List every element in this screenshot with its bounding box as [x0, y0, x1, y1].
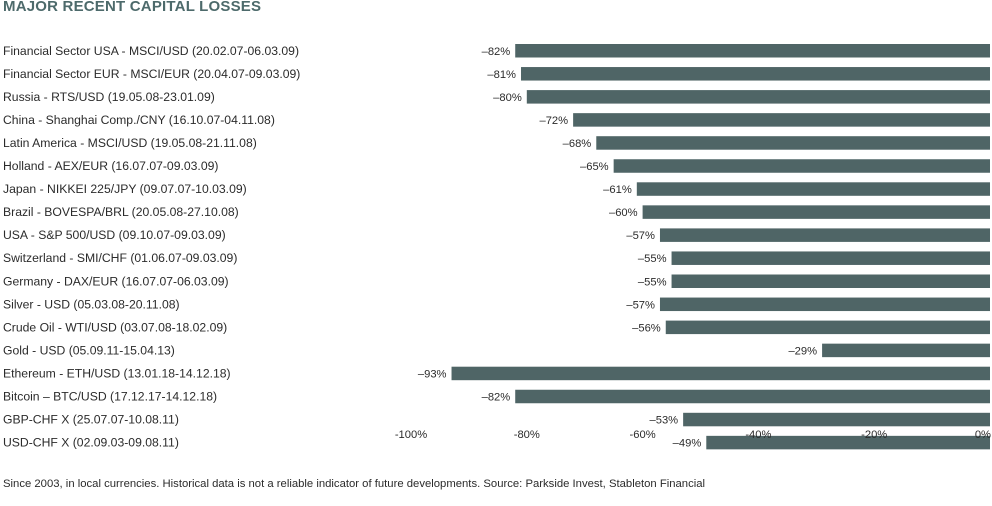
data-label: –57% — [626, 299, 655, 311]
bar — [671, 274, 990, 288]
bar — [573, 113, 990, 127]
bar — [822, 343, 990, 358]
bar — [706, 435, 990, 450]
category-label: Latin America - MSCI/USD (19.05.08-21.11… — [3, 136, 257, 150]
x-tick-label: -100% — [395, 429, 427, 441]
bar — [526, 90, 990, 104]
data-label: –49% — [673, 438, 702, 450]
data-label: –81% — [487, 69, 516, 81]
data-label: –82% — [482, 46, 511, 58]
category-label: Holland - AEX/EUR (16.07.07-09.03.09) — [3, 159, 218, 173]
data-label: –80% — [493, 92, 522, 104]
data-label: –53% — [650, 415, 679, 427]
data-label: –65% — [580, 161, 609, 173]
x-tick-label: -40% — [745, 429, 771, 441]
data-label: –60% — [609, 207, 638, 219]
bar — [596, 136, 990, 150]
data-label: –93% — [418, 368, 447, 380]
bar-chart: Financial Sector USA - MSCI/USD (20.02.0… — [3, 44, 991, 450]
data-label: –57% — [626, 230, 655, 242]
category-label: Bitcoin – BTC/USD (17.12.17-14.12.18) — [3, 390, 217, 404]
bar — [659, 228, 990, 242]
category-label: Switzerland - SMI/CHF (01.06.07-09.03.09… — [3, 251, 237, 265]
data-label: –55% — [638, 253, 667, 265]
category-label: Ethereum - ETH/USD (13.01.18-14.12.18) — [3, 366, 231, 380]
category-label: GBP-CHF X (25.07.07-10.08.11) — [3, 413, 179, 427]
bar — [671, 251, 990, 265]
category-label: Germany - DAX/EUR (16.07.07-06.03.09) — [3, 274, 229, 288]
data-label: –61% — [603, 184, 632, 196]
data-label: –55% — [638, 276, 667, 288]
chart-title: MAJOR RECENT CAPITAL LOSSES — [3, 0, 262, 15]
category-labels: Financial Sector USA - MSCI/USD (20.02.0… — [3, 44, 300, 450]
category-label: Financial Sector USA - MSCI/USD (20.02.0… — [3, 44, 299, 58]
category-label: USD-CHF X (02.09.03-09.08.11) — [3, 436, 179, 450]
category-label: Japan - NIKKEI 225/JPY (09.07.07-10.03.0… — [3, 182, 247, 196]
bar — [665, 320, 990, 335]
category-label: Gold - USD (05.09.11-15.04.13) — [3, 343, 175, 357]
value-labels: –82% –81% –80% –72% –68% –65% –61% –60% –57% –55%… — [418, 46, 817, 450]
data-label: –68% — [563, 138, 592, 150]
bar — [613, 159, 990, 173]
bar — [515, 44, 990, 58]
category-label: USA - S&P 500/USD (09.10.07-09.03.09) — [3, 228, 226, 242]
category-label: China - Shanghai Comp./CNY (16.10.07-04.… — [3, 113, 275, 127]
bars — [451, 44, 990, 450]
footnote: Since 2003, in local currencies. Histori… — [3, 478, 706, 490]
data-label: –29% — [788, 345, 817, 357]
data-label: –82% — [482, 392, 511, 404]
x-tick-label: -20% — [861, 429, 887, 441]
category-label: Silver - USD (05.03.08-20.11.08) — [3, 297, 180, 311]
category-label: Brazil - BOVESPA/BRL (20.05.08-27.10.08) — [3, 205, 239, 219]
bar — [521, 67, 990, 81]
data-label: –56% — [632, 322, 661, 334]
category-label: Russia - RTS/USD (19.05.08-23.01.09) — [3, 90, 215, 104]
bar — [642, 205, 990, 219]
x-axis: -100% -80% -60% -40% -20% 0% — [395, 429, 991, 441]
bar — [683, 412, 990, 427]
x-tick-label: -80% — [514, 429, 540, 441]
bar — [659, 297, 990, 312]
data-label: –72% — [539, 115, 568, 127]
x-tick-label: 0% — [975, 429, 991, 441]
category-label: Crude Oil - WTI/USD (03.07.08-18.02.09) — [3, 320, 227, 334]
bar — [636, 182, 990, 196]
bar — [515, 389, 990, 404]
category-label: Financial Sector EUR - MSCI/EUR (20.04.0… — [3, 67, 300, 81]
bar — [451, 366, 990, 381]
x-tick-label: -60% — [630, 429, 656, 441]
